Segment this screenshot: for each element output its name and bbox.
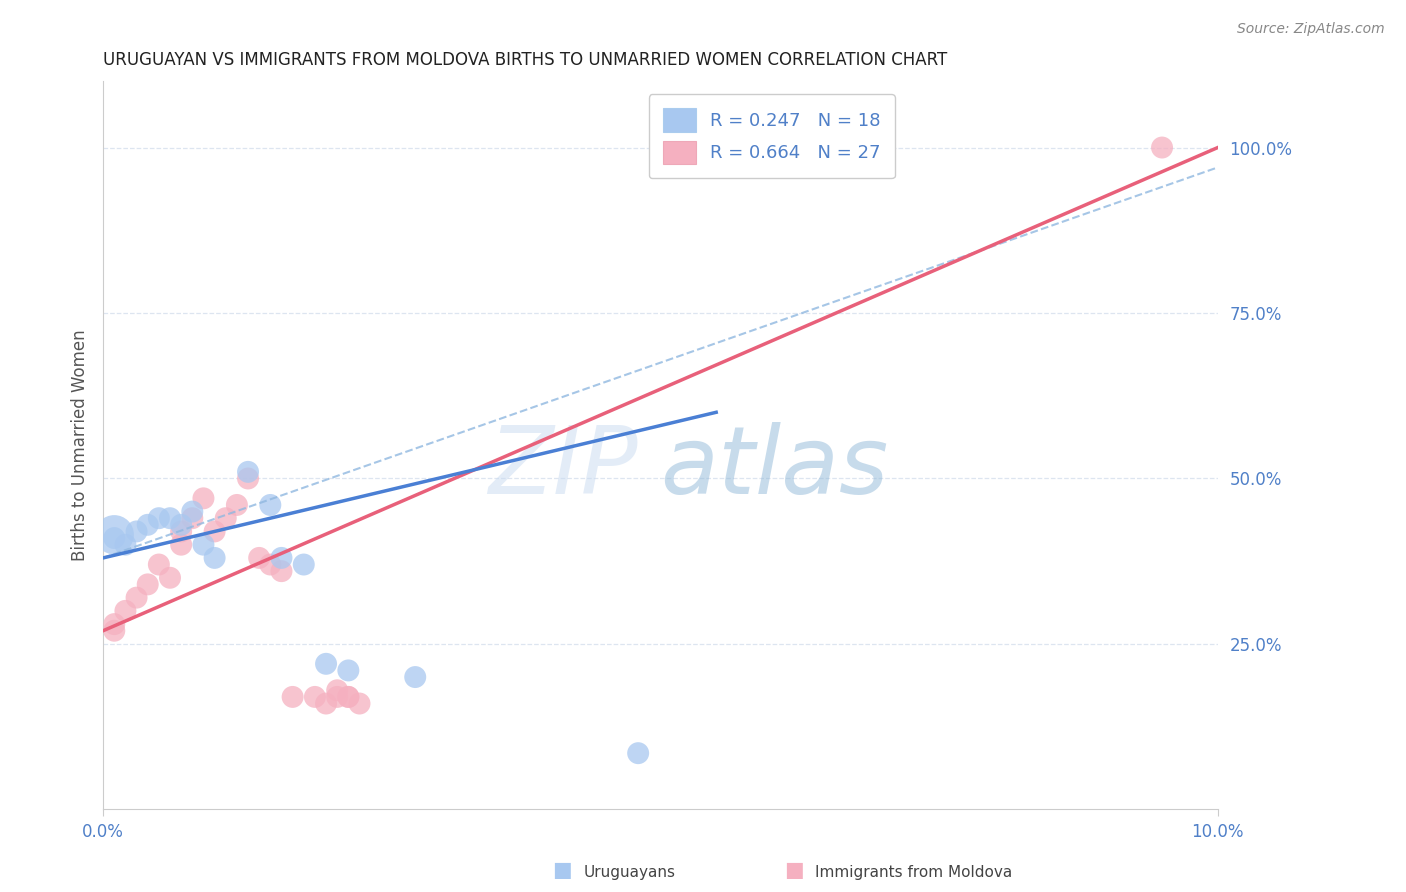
Point	[103, 531, 125, 545]
Point	[170, 517, 193, 532]
Point	[204, 550, 226, 565]
Point	[627, 746, 650, 760]
Point	[315, 697, 337, 711]
Point	[170, 524, 193, 539]
Point	[236, 465, 259, 479]
Point	[404, 670, 426, 684]
Text: ■: ■	[553, 861, 572, 880]
Text: Immigrants from Moldova: Immigrants from Moldova	[815, 865, 1012, 880]
Point	[270, 564, 292, 578]
Point	[337, 690, 360, 704]
Point	[181, 511, 204, 525]
Text: URUGUAYAN VS IMMIGRANTS FROM MOLDOVA BIRTHS TO UNMARRIED WOMEN CORRELATION CHART: URUGUAYAN VS IMMIGRANTS FROM MOLDOVA BIR…	[103, 51, 948, 69]
Point	[136, 517, 159, 532]
Point	[148, 511, 170, 525]
Point	[315, 657, 337, 671]
Text: Source: ZipAtlas.com: Source: ZipAtlas.com	[1237, 22, 1385, 37]
Point	[148, 558, 170, 572]
Legend: R = 0.247   N = 18, R = 0.664   N = 27: R = 0.247 N = 18, R = 0.664 N = 27	[648, 94, 896, 178]
Point	[292, 558, 315, 572]
Point	[125, 591, 148, 605]
Point	[1150, 140, 1173, 154]
Point	[114, 604, 136, 618]
Point	[225, 498, 247, 512]
Point	[170, 538, 193, 552]
Point	[236, 471, 259, 485]
Text: ZIP: ZIP	[488, 422, 638, 513]
Point	[337, 690, 360, 704]
Point	[193, 491, 215, 506]
Point	[103, 624, 125, 638]
Point	[193, 538, 215, 552]
Text: ■: ■	[785, 861, 804, 880]
Point	[204, 524, 226, 539]
Point	[125, 524, 148, 539]
Point	[103, 527, 125, 541]
Point	[159, 571, 181, 585]
Point	[326, 690, 349, 704]
Point	[159, 511, 181, 525]
Point	[181, 505, 204, 519]
Point	[304, 690, 326, 704]
Text: atlas: atlas	[661, 422, 889, 513]
Y-axis label: Births to Unmarried Women: Births to Unmarried Women	[72, 329, 89, 561]
Point	[326, 683, 349, 698]
Point	[136, 577, 159, 591]
Point	[259, 558, 281, 572]
Point	[337, 664, 360, 678]
Point	[349, 697, 371, 711]
Text: Uruguayans: Uruguayans	[583, 865, 675, 880]
Point	[247, 550, 270, 565]
Point	[215, 511, 238, 525]
Point	[270, 550, 292, 565]
Point	[281, 690, 304, 704]
Point	[114, 538, 136, 552]
Point	[259, 498, 281, 512]
Point	[103, 617, 125, 632]
